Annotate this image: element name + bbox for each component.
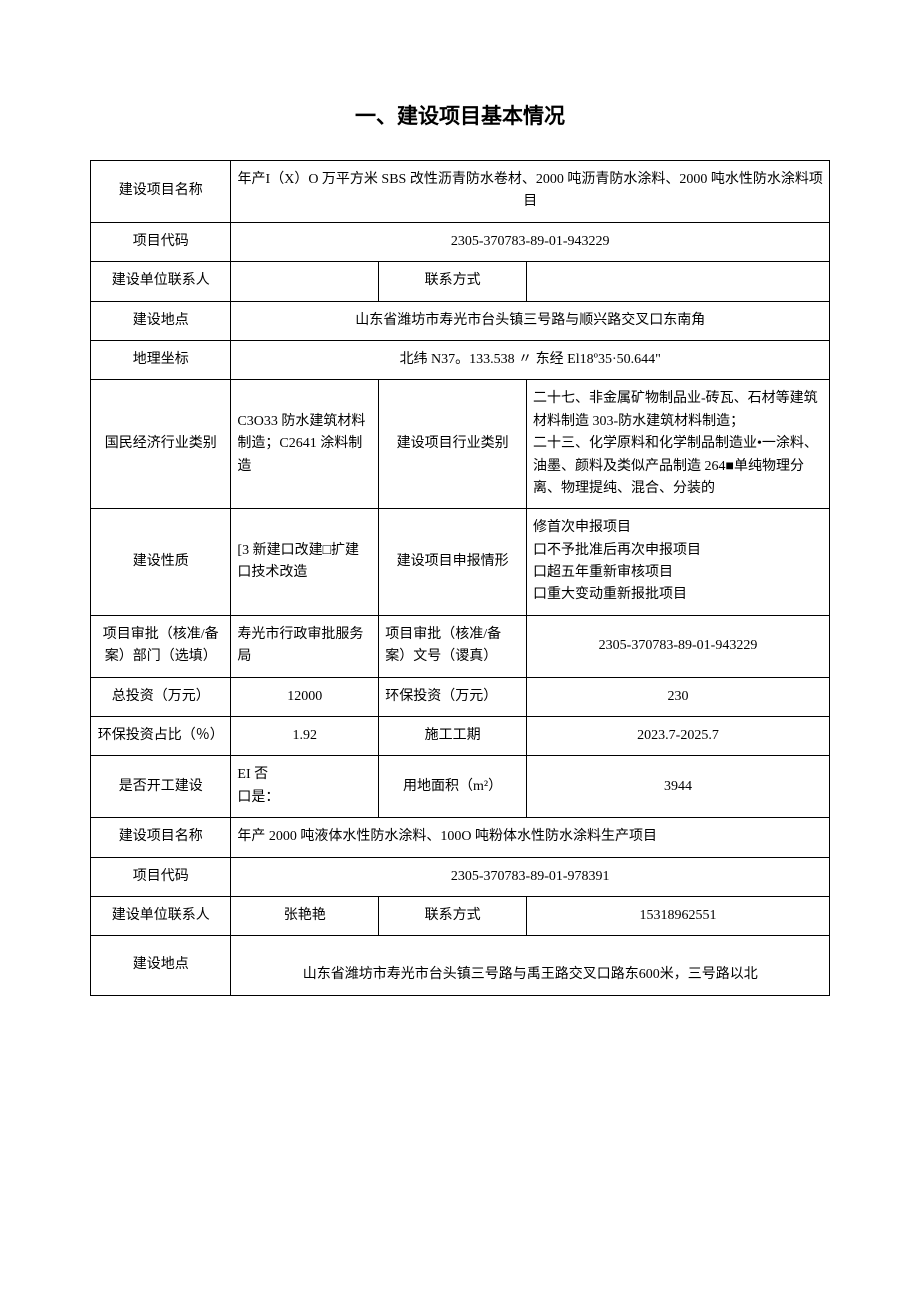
- value-project-code-2: 2305-370783-89-01-978391: [231, 857, 830, 896]
- value-approval-dept: 寿光市行政审批服务局: [231, 615, 379, 677]
- label-industry-cat: 国民经济行业类别: [91, 380, 231, 509]
- label-location-2: 建设地点: [91, 936, 231, 995]
- value-project-name: 年产I（X）O 万平方米 SBS 改性沥青防水卷材、2000 吨沥青防水涂料、2…: [231, 161, 830, 223]
- value-env-invest: 230: [527, 677, 830, 716]
- value-contact-method: [527, 262, 830, 301]
- project-info-table: 建设项目名称 年产I（X）O 万平方米 SBS 改性沥青防水卷材、2000 吨沥…: [90, 160, 830, 996]
- label-build-nature: 建设性质: [91, 509, 231, 616]
- value-project-industry: 二十七、非金属矿物制品业-砖瓦、石材等建筑材料制造 303-防水建筑材料制造； …: [527, 380, 830, 509]
- label-project-code: 项目代码: [91, 222, 231, 261]
- label-declare-form: 建设项目申报情形: [379, 509, 527, 616]
- value-location-2: 山东省潍坊市寿光市台头镇三号路与禹王路交叉口路东600米，三号路以北: [231, 936, 830, 995]
- label-env-ratio: 环保投资占比（％）: [91, 717, 231, 756]
- label-geo: 地理坐标: [91, 340, 231, 379]
- value-contact-method-2: 15318962551: [527, 896, 830, 935]
- label-approval-dept: 项目审批（核准/备案）部门（选填）: [91, 615, 231, 677]
- label-location: 建设地点: [91, 301, 231, 340]
- value-started: EI 否 口是：: [231, 756, 379, 818]
- value-contact-person: [231, 262, 379, 301]
- value-approval-no: 2305-370783-89-01-943229: [527, 615, 830, 677]
- label-approval-no: 项目审批（核准/备案）文号（谡真）: [379, 615, 527, 677]
- label-contact-method: 联系方式: [379, 262, 527, 301]
- value-total-invest: 12000: [231, 677, 379, 716]
- value-geo: 北纬 N37。133.538 〃 东经 El18º35·50.644": [231, 340, 830, 379]
- value-land-area: 3944: [527, 756, 830, 818]
- label-contact-person-2: 建设单位联系人: [91, 896, 231, 935]
- label-total-invest: 总投资（万元）: [91, 677, 231, 716]
- label-project-name: 建设项目名称: [91, 161, 231, 223]
- label-project-industry: 建设项目行业类别: [379, 380, 527, 509]
- value-location: 山东省潍坊市寿光市台头镇三号路与顺兴路交叉口东南角: [231, 301, 830, 340]
- label-started: 是否开工建设: [91, 756, 231, 818]
- value-industry-cat-1: C3O33 防水建筑材料制造；C2641 涂料制造: [231, 380, 379, 509]
- label-land-area: 用地面积（m²）: [379, 756, 527, 818]
- label-env-invest: 环保投资（万元）: [379, 677, 527, 716]
- label-project-code-2: 项目代码: [91, 857, 231, 896]
- value-declare-form: 修首次申报项目 口不予批准后再次申报项目 口超五年重新审核项目 口重大变动重新报…: [527, 509, 830, 616]
- label-contact-method-2: 联系方式: [379, 896, 527, 935]
- label-construction-period: 施工工期: [379, 717, 527, 756]
- value-project-name-2: 年产 2000 吨液体水性防水涂料、100O 吨粉体水性防水涂料生产项目: [231, 818, 830, 857]
- value-construction-period: 2023.7-2025.7: [527, 717, 830, 756]
- value-env-ratio: 1.92: [231, 717, 379, 756]
- label-project-name-2: 建设项目名称: [91, 818, 231, 857]
- value-project-code: 2305-370783-89-01-943229: [231, 222, 830, 261]
- value-contact-person-2: 张艳艳: [231, 896, 379, 935]
- label-contact-person: 建设单位联系人: [91, 262, 231, 301]
- value-build-nature: [3 新建口改建□扩建 口技术改造: [231, 509, 379, 616]
- page-title: 一、建设项目基本情况: [90, 100, 830, 130]
